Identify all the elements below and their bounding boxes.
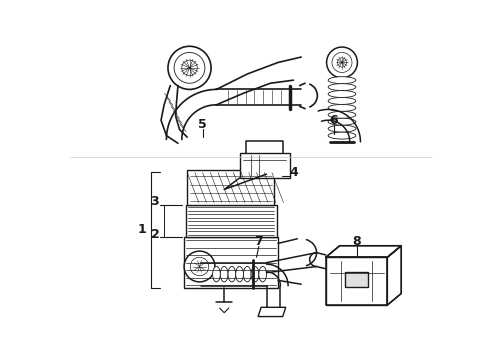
Text: 6: 6 [329,114,338,127]
Circle shape [174,53,205,83]
Text: 2: 2 [150,228,159,240]
Polygon shape [258,307,286,316]
Ellipse shape [236,266,244,282]
Ellipse shape [328,111,356,118]
Polygon shape [186,205,276,237]
Ellipse shape [328,91,356,98]
Polygon shape [388,246,401,305]
Ellipse shape [228,266,236,282]
Ellipse shape [244,266,251,282]
Circle shape [332,53,352,72]
Polygon shape [240,153,290,178]
Polygon shape [184,237,278,288]
Text: 3: 3 [150,195,159,208]
Text: 5: 5 [198,118,207,131]
Ellipse shape [328,132,356,139]
Ellipse shape [251,266,259,282]
Text: 8: 8 [352,235,361,248]
Ellipse shape [259,266,267,282]
Text: 7: 7 [254,235,263,248]
Polygon shape [187,170,274,205]
Ellipse shape [213,266,220,282]
Polygon shape [326,246,401,257]
Polygon shape [326,257,388,305]
Circle shape [184,251,215,282]
Polygon shape [345,272,368,287]
Ellipse shape [328,125,356,132]
Ellipse shape [328,104,356,111]
Ellipse shape [328,118,356,125]
Circle shape [182,60,197,76]
Circle shape [337,58,346,67]
Ellipse shape [328,77,356,84]
Circle shape [168,46,211,89]
Text: 4: 4 [289,166,298,179]
Text: 1: 1 [137,224,146,237]
Circle shape [190,257,209,276]
Ellipse shape [328,84,356,91]
Ellipse shape [220,266,228,282]
Circle shape [327,47,357,78]
Ellipse shape [328,98,356,104]
